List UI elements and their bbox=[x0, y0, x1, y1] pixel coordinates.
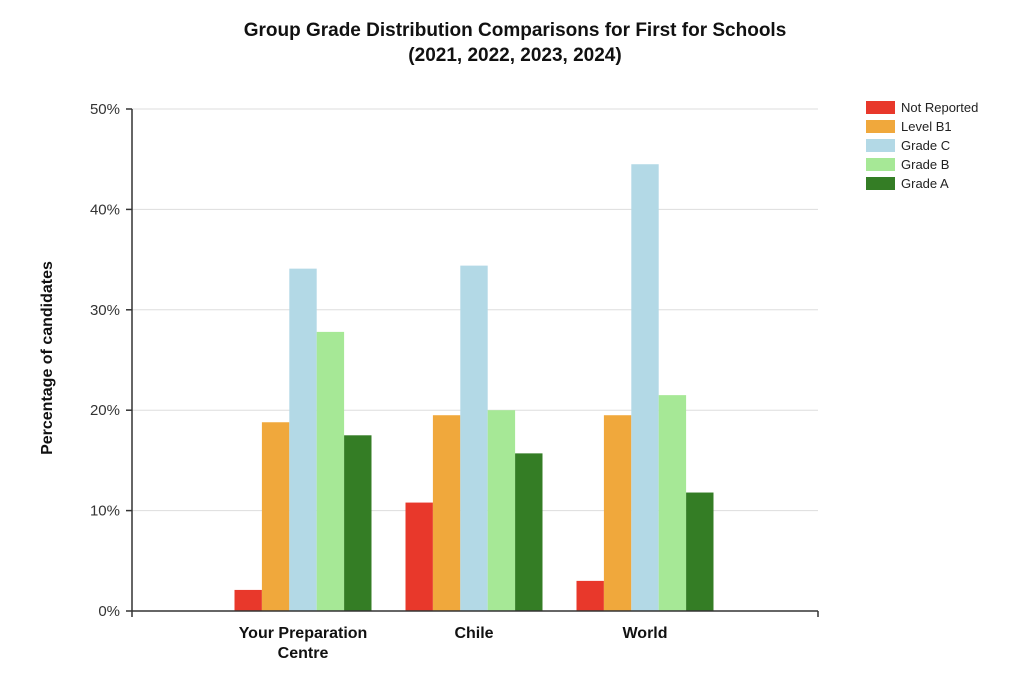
bar-level-b1-0 bbox=[261, 422, 290, 611]
category-label-0: Your Preparation Centre bbox=[239, 625, 368, 662]
legend-label-grade-b: Grade B bbox=[901, 157, 949, 172]
category-labels: Your Preparation Centre Chile World bbox=[239, 625, 668, 662]
bar-grade-a-0 bbox=[344, 435, 372, 611]
legend-label-not-reported: Not Reported bbox=[901, 100, 978, 115]
category-label-1: Chile bbox=[454, 625, 493, 642]
y-tick-labels: 0% 10% 20% 30% 40% 50% bbox=[90, 101, 120, 620]
y-tick-label-2: 20% bbox=[90, 402, 120, 419]
bar-grade-c-0 bbox=[289, 268, 317, 611]
category-label-line: World bbox=[622, 625, 667, 642]
category-label-line: Your Preparation bbox=[239, 625, 368, 642]
bar-not-reported-1 bbox=[405, 502, 433, 611]
bar-level-b1-2 bbox=[603, 415, 632, 611]
bar-not-reported-0 bbox=[234, 589, 262, 611]
chart-title: Group Grade Distribution Comparisons for… bbox=[244, 20, 787, 41]
y-tick-label-3: 30% bbox=[90, 302, 120, 319]
bar-level-b1-1 bbox=[432, 415, 461, 611]
category-label-line: Centre bbox=[278, 645, 329, 662]
category-label-2: World bbox=[622, 625, 667, 642]
bar-grade-b-2 bbox=[658, 395, 687, 611]
legend-swatch-not-reported bbox=[866, 101, 895, 114]
legend-swatch-level-b1 bbox=[866, 120, 895, 133]
y-tick-label-4: 40% bbox=[90, 201, 120, 218]
legend-label-level-b1: Level B1 bbox=[901, 119, 952, 134]
bar-grade-a-1 bbox=[515, 453, 543, 611]
bar-not-reported-2 bbox=[576, 580, 604, 611]
category-label-line: Chile bbox=[454, 625, 493, 642]
chart-subtitle: (2021, 2022, 2023, 2024) bbox=[408, 45, 621, 66]
bar-grade-c-2 bbox=[631, 164, 659, 611]
legend: Not Reported Level B1 Grade C Grade B Grade … bbox=[866, 100, 978, 191]
y-tick-label-0: 0% bbox=[98, 603, 120, 620]
axes bbox=[126, 108, 819, 617]
legend-swatch-grade-b bbox=[866, 158, 895, 171]
y-tick-label-1: 10% bbox=[90, 503, 120, 520]
bar-grade-b-1 bbox=[487, 410, 516, 611]
bar-grade-a-2 bbox=[686, 492, 714, 611]
bar-grade-c-1 bbox=[460, 265, 488, 611]
y-axis-label: Percentage of candidates bbox=[39, 261, 56, 455]
bar-grade-b-0 bbox=[316, 331, 345, 611]
legend-label-grade-a: Grade A bbox=[901, 176, 949, 191]
legend-swatch-grade-a bbox=[866, 177, 895, 190]
legend-swatch-grade-c bbox=[866, 139, 895, 152]
legend-label-grade-c: Grade C bbox=[901, 138, 950, 153]
y-tick-label-5: 50% bbox=[90, 101, 120, 118]
bars bbox=[234, 164, 714, 611]
